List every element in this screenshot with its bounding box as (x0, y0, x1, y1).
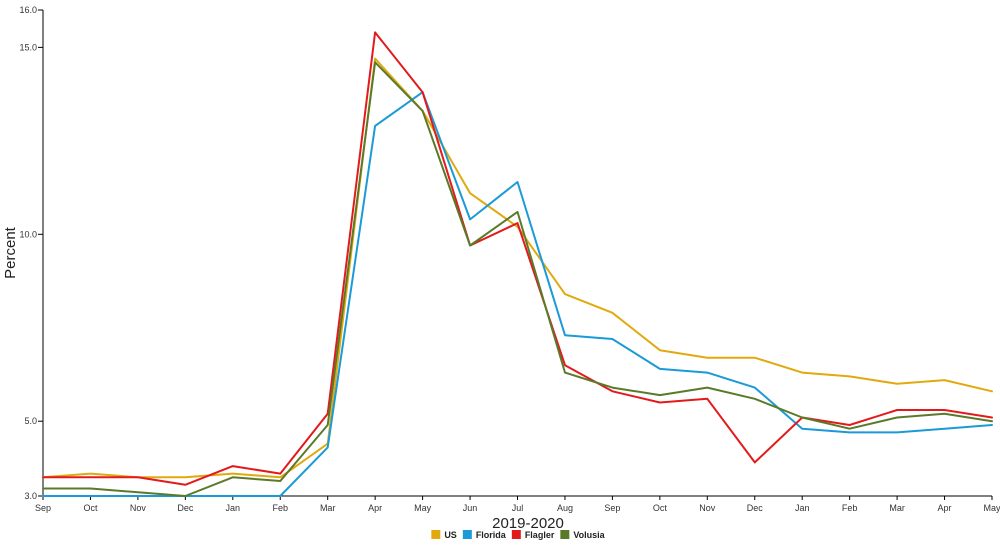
x-tick-group: Sep Oct Nov Dec Jan Feb Mar Apr May Jun Jul Aug Sep O… (35, 496, 1000, 513)
legend-item-flagler[interactable]: Flagler (511, 530, 555, 540)
x-tick-label: Dec (177, 503, 194, 513)
legend-label: US (444, 530, 457, 540)
x-axis-title: 2019-2020 (492, 515, 564, 532)
x-tick-label: Sep (604, 503, 620, 513)
x-tick-label: Jan (226, 503, 241, 513)
legend-swatch (462, 530, 472, 539)
legend-item-us[interactable]: US (431, 530, 457, 540)
legend-label: Volusia (573, 530, 605, 540)
y-axis-title: Percent (2, 226, 19, 279)
x-tick-label: Nov (130, 503, 147, 513)
chart-legend[interactable]: US Florida Flagler Volusia (431, 530, 606, 540)
legend-swatch (431, 530, 441, 539)
legend-swatch (560, 530, 570, 539)
x-tick-label: Apr (938, 503, 952, 513)
x-tick-label: Jan (795, 503, 810, 513)
series-line-us (42, 57, 993, 479)
series-line-florida (42, 91, 993, 497)
x-tick-label: Oct (653, 503, 668, 513)
x-tick-label: Sep (35, 503, 51, 513)
y-tick-label: 3.0 (24, 491, 37, 501)
y-tick-label: 16.0 (19, 5, 37, 15)
x-tick-label: Dec (747, 503, 764, 513)
legend-swatch (511, 530, 521, 539)
legend-label: Florida (476, 530, 507, 540)
x-tick-label: May (414, 503, 432, 513)
x-tick-label: Nov (699, 503, 716, 513)
x-tick-label: Feb (842, 503, 858, 513)
y-tick-group: 3.0 5.0 10.0 15.0 16.0 (19, 5, 43, 501)
x-tick-label: May (983, 503, 1000, 513)
y-tick-label: 15.0 (19, 42, 37, 52)
y-tick-label: 5.0 (24, 416, 37, 426)
series-group (42, 31, 993, 497)
legend-label: Flagler (525, 530, 555, 540)
x-tick-label: Jul (512, 503, 524, 513)
x-tick-label: Apr (368, 503, 382, 513)
series-line-flagler (42, 31, 993, 486)
x-tick-label: Mar (889, 503, 905, 513)
x-tick-label: Aug (557, 503, 573, 513)
chart-axes (42, 10, 992, 497)
legend-item-florida[interactable]: Florida (462, 530, 507, 540)
series-line-volusia (42, 61, 993, 497)
x-tick-label: Oct (83, 503, 98, 513)
x-tick-label: Jun (463, 503, 478, 513)
x-tick-label: Feb (272, 503, 288, 513)
y-tick-label: 10.0 (19, 229, 37, 239)
x-tick-label: Mar (320, 503, 336, 513)
legend-item-volusia[interactable]: Volusia (560, 530, 606, 540)
